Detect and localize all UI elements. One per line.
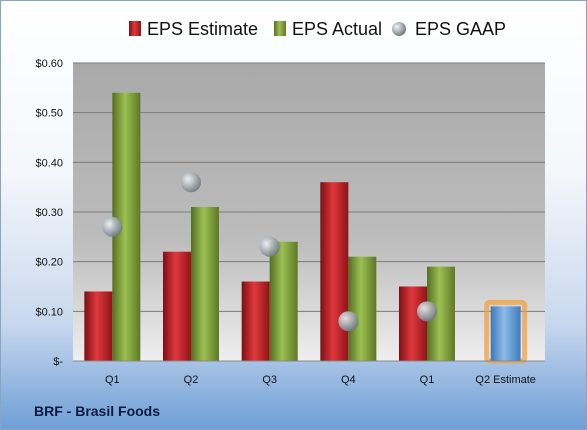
y-tick-label: $0.20: [35, 257, 63, 269]
x-tick-label: Q3: [262, 374, 277, 386]
bar-eps-actual: [269, 241, 298, 361]
x-tick-label: Q2 Estimate: [475, 374, 536, 386]
legend-label-eps-estimate: EPS Estimate: [147, 19, 258, 39]
legend-marker-eps-gaap: [392, 22, 406, 36]
gridlines: [73, 62, 545, 312]
marker-eps-gaap: [181, 172, 201, 193]
eps-chart: EPS Estimate EPS Actual EPS GAAP $- $0.10…: [35, 19, 545, 386]
bar-eps-estimate: [320, 182, 349, 361]
legend-label-eps-gaap: EPS GAAP: [415, 19, 506, 39]
company-label: BRF - Brasil Foods: [34, 403, 161, 419]
marker-eps-gaap: [102, 216, 123, 237]
legend-swatch-eps-actual: [274, 21, 286, 36]
x-tick-label: Q1: [105, 374, 120, 386]
x-tick-label: Q1: [420, 374, 435, 386]
x-tick-label: Q2: [184, 374, 199, 386]
legend-label-eps-actual: EPS Actual: [292, 19, 382, 39]
bar-eps-actual: [191, 207, 219, 361]
marker-eps-gaap: [338, 311, 359, 332]
bar-eps-estimate: [241, 281, 270, 361]
x-tick-label: Q4: [341, 374, 356, 386]
bar-eps-estimate: [84, 291, 113, 361]
legend: EPS Estimate EPS Actual EPS GAAP: [129, 19, 506, 39]
bar-eps-next-estimate: [490, 306, 521, 361]
marker-eps-gaap: [417, 301, 437, 322]
gaap-markers: [102, 172, 437, 332]
legend-item-eps-estimate: EPS Estimate: [129, 19, 258, 39]
marker-eps-gaap: [259, 236, 280, 257]
legend-item-eps-gaap: EPS GAAP: [392, 19, 506, 39]
y-axis-tick-labels: $- $0.10 $0.20 $0.30 $0.40 $0.50 $0.60: [35, 58, 63, 368]
y-tick-label: $0.30: [35, 207, 63, 219]
y-tick-label: $-: [53, 356, 63, 368]
y-tick-label: $0.60: [35, 58, 63, 70]
legend-item-eps-actual: EPS Actual: [274, 19, 382, 39]
bar-eps-estimate: [399, 286, 427, 361]
x-axis-tick-labels: Q1 Q2 Q3 Q4 Q1 Q2 Estimate: [105, 374, 536, 386]
y-tick-label: $0.40: [35, 157, 63, 169]
y-tick-label: $0.10: [35, 306, 63, 318]
y-tick-label: $0.50: [35, 108, 63, 120]
bar-eps-estimate: [163, 251, 191, 361]
bar-eps-actual: [348, 256, 377, 361]
legend-swatch-eps-estimate: [129, 21, 141, 36]
